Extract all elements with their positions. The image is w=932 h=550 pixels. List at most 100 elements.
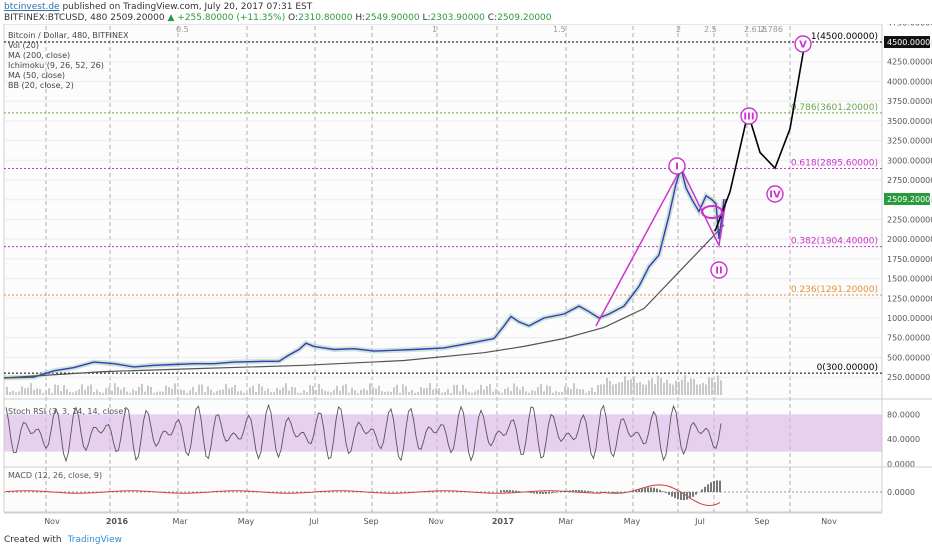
volume-bar bbox=[648, 380, 650, 395]
time-tick-label: Nov bbox=[44, 517, 60, 526]
volume-bar bbox=[117, 386, 119, 395]
volume-bar bbox=[213, 392, 215, 395]
volume-bar bbox=[378, 385, 380, 395]
volume-bar bbox=[423, 388, 425, 395]
volume-bar bbox=[216, 391, 218, 395]
volume-bar bbox=[339, 390, 341, 395]
volume-bar bbox=[276, 388, 278, 395]
macd-hist-bar bbox=[716, 480, 718, 492]
macd-hist-bar bbox=[635, 490, 637, 492]
volume-bar bbox=[711, 378, 713, 395]
tradingview-logo[interactable]: TradingView bbox=[67, 535, 122, 545]
volume-bar bbox=[129, 392, 131, 395]
volume-bar bbox=[534, 391, 536, 395]
volume-bar bbox=[702, 382, 704, 395]
volume-bar bbox=[624, 376, 626, 395]
volume-bar bbox=[360, 389, 362, 395]
volume-bar bbox=[51, 392, 53, 395]
macd-tick-label: 0.0000 bbox=[887, 488, 915, 497]
volume-bar bbox=[621, 382, 623, 395]
macd-hist-bar bbox=[710, 482, 712, 492]
volume-bar bbox=[84, 389, 86, 395]
volume-bar bbox=[246, 392, 248, 395]
macd-hist-bar bbox=[581, 490, 583, 492]
price-tick-label: 1250.00000 bbox=[887, 294, 932, 303]
macd-hist-bar bbox=[656, 488, 658, 492]
volume-bar bbox=[324, 390, 326, 395]
volume-bar bbox=[402, 384, 404, 395]
volume-bar bbox=[384, 391, 386, 395]
macd-hist-bar bbox=[662, 491, 664, 492]
volume-bar bbox=[435, 388, 437, 395]
stoch-tick-label: 40.0000 bbox=[887, 435, 920, 444]
volume-bar bbox=[345, 384, 347, 395]
price-change: ▲ +255.80000 (+11.35%) bbox=[167, 13, 286, 23]
volume-bar bbox=[336, 385, 338, 395]
author-link[interactable]: btcinvest.de bbox=[4, 2, 60, 12]
volume-bar bbox=[300, 392, 302, 395]
volume-bar bbox=[261, 386, 263, 395]
wave-circle bbox=[668, 157, 686, 175]
macd-hist-bar bbox=[620, 492, 622, 494]
wave-label: II bbox=[715, 266, 722, 277]
volume-bar bbox=[651, 378, 653, 395]
volume-bar bbox=[99, 392, 101, 395]
volume-bar bbox=[243, 392, 245, 395]
macd-hist-bar bbox=[644, 487, 646, 492]
indicator-label: MA (200, close) bbox=[8, 51, 70, 60]
close-label: C: bbox=[487, 13, 498, 23]
time-tick-label: May bbox=[624, 517, 641, 526]
volume-bar bbox=[453, 384, 455, 395]
volume-bar bbox=[414, 392, 416, 395]
macd-hist-bar bbox=[599, 492, 601, 493]
volume-bar bbox=[693, 378, 695, 395]
volume-bar bbox=[177, 389, 179, 395]
volume-bar bbox=[54, 384, 56, 395]
macd-hist-bar bbox=[578, 490, 580, 492]
volume-bar bbox=[240, 390, 242, 395]
macd-hist-bar bbox=[539, 492, 541, 494]
stoch-title: Stoch RSI (3, 3, 14, 14, close) bbox=[8, 407, 126, 416]
macd-hist-bar bbox=[653, 487, 655, 492]
symbol-line: BITFINEX:BTCUSD, 480 2509.20000 ▲ +255.8… bbox=[4, 13, 552, 23]
volume-bar bbox=[552, 392, 554, 395]
volume-bar bbox=[252, 385, 254, 395]
volume-bar bbox=[546, 385, 548, 395]
price-series bbox=[3, 159, 727, 395]
volume-bar bbox=[102, 392, 104, 395]
volume-bar bbox=[408, 391, 410, 395]
fib-label: 0(300.00000) bbox=[817, 363, 878, 373]
volume-bar bbox=[549, 386, 551, 395]
volume-bar bbox=[48, 388, 50, 395]
projection-line bbox=[714, 41, 806, 232]
fib-levels: 0(300.00000) 0.236(1291.20000) 0.382(1904.… bbox=[4, 32, 882, 374]
macd-hist-bar bbox=[575, 490, 577, 492]
volume-bar bbox=[618, 382, 620, 395]
ma-line bbox=[3, 224, 725, 379]
macd-hist-bar bbox=[683, 492, 685, 501]
volume-bar bbox=[90, 384, 92, 395]
price-tick-label: 2250.00000 bbox=[887, 215, 932, 224]
footer: Created with TradingView bbox=[4, 535, 122, 545]
macd-hist-bar bbox=[554, 492, 556, 493]
volume-bar bbox=[228, 388, 230, 395]
volume-bar bbox=[204, 392, 206, 395]
fib-label: 0.236(1291.20000) bbox=[791, 285, 878, 295]
volume-bar bbox=[147, 385, 149, 395]
volume-bar bbox=[165, 385, 167, 395]
volume-bar bbox=[615, 383, 617, 395]
volume-bar bbox=[153, 392, 155, 395]
volume-bar bbox=[330, 392, 332, 395]
macd-hist-bar bbox=[701, 489, 703, 492]
macd-hist-bar bbox=[632, 490, 634, 492]
volume-bar bbox=[477, 389, 479, 395]
volume-bar bbox=[528, 392, 530, 395]
volume-bar bbox=[612, 384, 614, 395]
price-tick-label: 3000.00000 bbox=[887, 156, 932, 165]
volume-bar bbox=[171, 388, 173, 395]
volume-bar bbox=[327, 391, 329, 395]
macd-hist-bar bbox=[569, 490, 571, 492]
volume-bar bbox=[60, 391, 62, 395]
